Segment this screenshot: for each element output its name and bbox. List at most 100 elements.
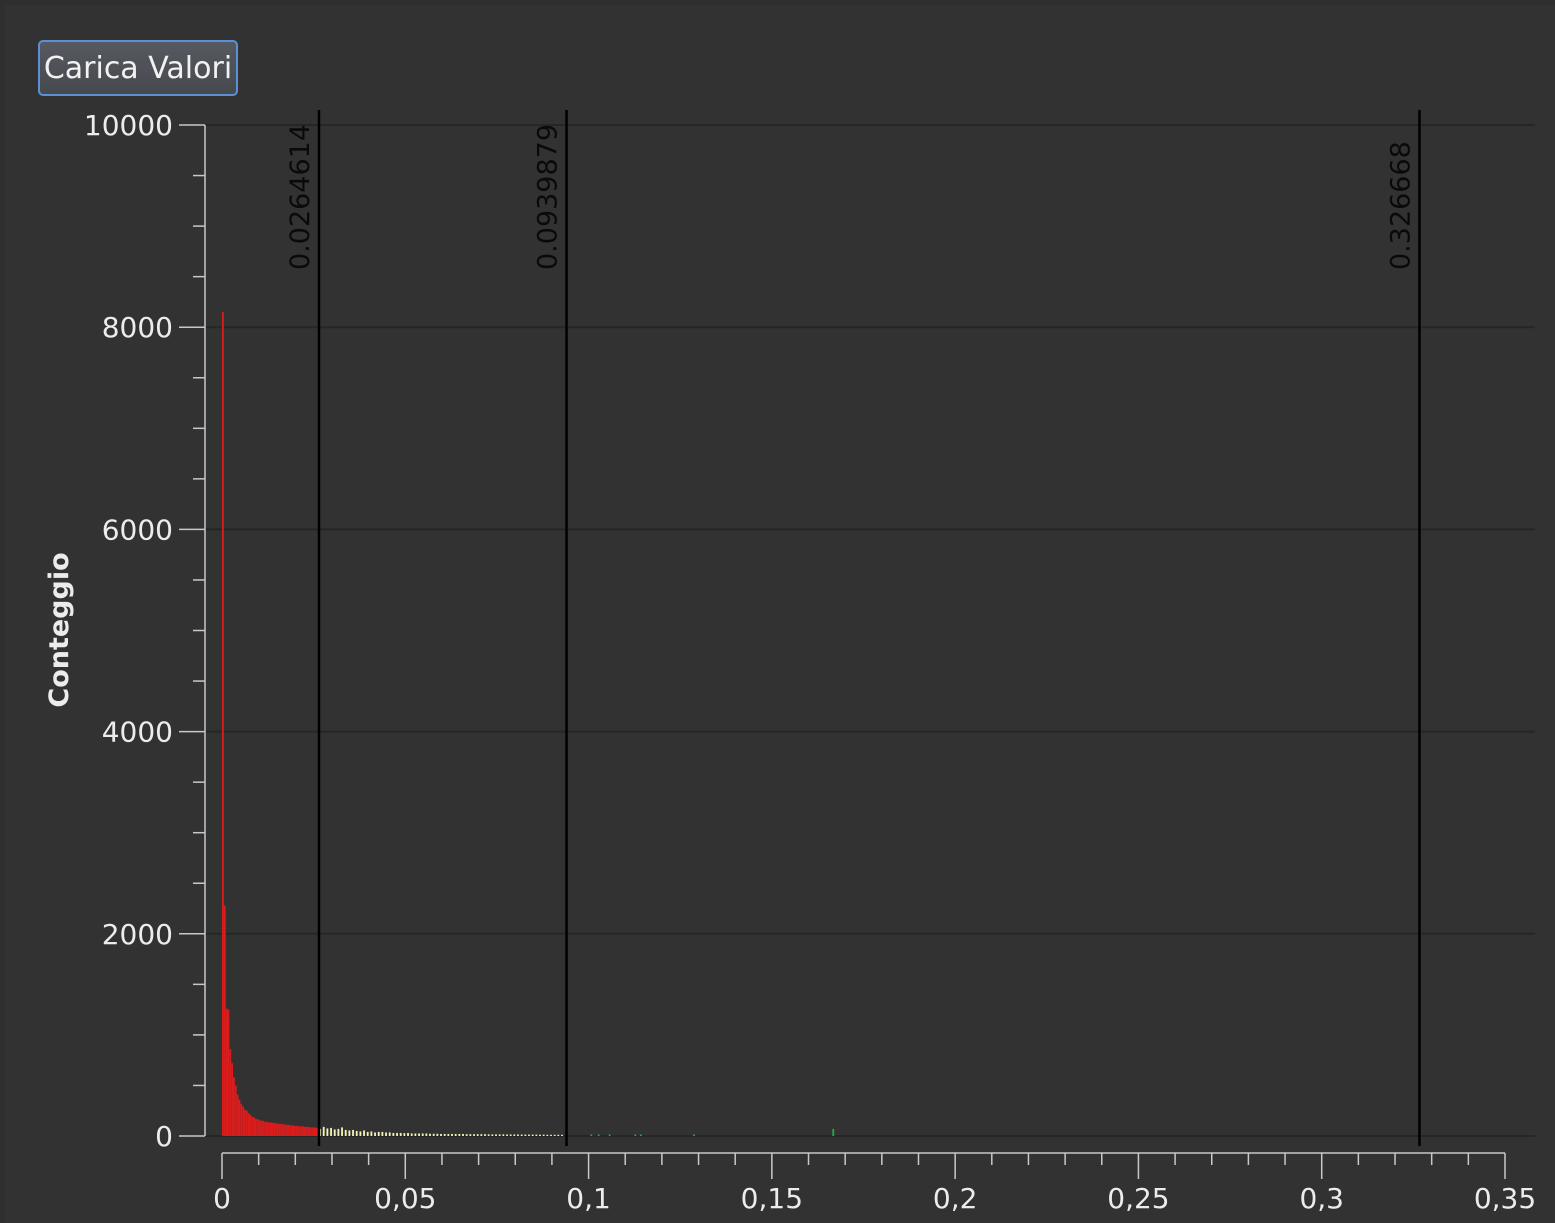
histogram-bar xyxy=(282,1124,285,1136)
x-tick-label: 0,2 xyxy=(933,1182,978,1215)
histogram-bar xyxy=(225,1008,228,1136)
histogram-bars xyxy=(222,312,835,1136)
histogram-bar xyxy=(276,1123,279,1136)
histogram-bar xyxy=(238,1099,241,1136)
histogram-bar xyxy=(509,1134,512,1136)
histogram-bar xyxy=(348,1130,351,1136)
histogram-bar xyxy=(363,1130,365,1136)
histogram-bar xyxy=(271,1122,274,1136)
histogram-bar xyxy=(344,1129,347,1136)
histogram-bar xyxy=(447,1133,450,1136)
histogram-bar xyxy=(313,1127,316,1136)
histogram-bar xyxy=(300,1126,303,1136)
y-axis-title: Conteggio xyxy=(44,552,75,707)
histogram-bar xyxy=(524,1134,527,1136)
histogram-bar xyxy=(306,1126,309,1136)
histogram-bar xyxy=(262,1120,265,1136)
threshold-label: 0.0939879 xyxy=(533,124,564,270)
histogram-bar xyxy=(832,1128,835,1136)
histogram-bar xyxy=(245,1110,248,1136)
histogram-bar xyxy=(377,1131,380,1136)
histogram-bar xyxy=(639,1134,642,1136)
histogram-bar xyxy=(487,1134,490,1136)
histogram-bar xyxy=(495,1134,497,1136)
histogram-bar xyxy=(528,1134,530,1136)
histogram-bar xyxy=(333,1129,336,1136)
histogram-bar xyxy=(322,1126,325,1136)
histogram-bar xyxy=(418,1133,420,1136)
histogram-bar xyxy=(341,1127,343,1136)
histogram-bar xyxy=(634,1134,637,1136)
load-values-button[interactable]: Carica Valori xyxy=(38,40,238,96)
x-tick-label: 0,35 xyxy=(1474,1182,1536,1215)
histogram-bar xyxy=(425,1133,428,1136)
y-tick-label: 0 xyxy=(155,1120,173,1153)
histogram-bar xyxy=(502,1134,505,1136)
histogram-bar xyxy=(454,1133,457,1136)
histogram-bar xyxy=(432,1133,435,1136)
x-tick-label: 0,1 xyxy=(566,1182,611,1215)
x-tick-label: 0,05 xyxy=(374,1182,436,1215)
histogram-bar xyxy=(269,1122,272,1136)
histogram-bar xyxy=(506,1134,508,1136)
histogram-bar xyxy=(253,1117,255,1136)
histogram-bar xyxy=(462,1133,464,1136)
histogram-bar xyxy=(476,1134,479,1136)
histogram-bar xyxy=(326,1128,329,1136)
x-tick-label: 0 xyxy=(213,1182,231,1215)
histogram-bar xyxy=(590,1134,593,1136)
histogram-bar xyxy=(352,1129,354,1136)
histogram-bar xyxy=(231,1063,233,1136)
histogram-bar xyxy=(254,1118,257,1136)
histogram-bar xyxy=(236,1094,239,1136)
histogram-bar xyxy=(265,1121,268,1136)
histogram-bar xyxy=(293,1125,296,1136)
histogram-bar xyxy=(484,1134,486,1136)
histogram-bar xyxy=(286,1124,288,1136)
histogram-bar xyxy=(302,1126,305,1136)
x-tick-label: 0,3 xyxy=(1299,1182,1344,1215)
histogram-bar xyxy=(308,1126,310,1136)
y-tick-label: 2000 xyxy=(102,918,173,951)
histogram-bar xyxy=(429,1133,431,1136)
histogram-bar xyxy=(359,1131,362,1136)
histogram-bar xyxy=(275,1123,277,1136)
histogram-bar xyxy=(546,1134,549,1136)
histogram-bar xyxy=(222,312,224,1136)
histogram-bar xyxy=(370,1131,373,1136)
histogram-bar xyxy=(414,1133,417,1136)
histogram-bar xyxy=(410,1133,413,1136)
histogram-bar xyxy=(223,905,226,1136)
histogram-bar xyxy=(315,1127,318,1136)
axes: 0 2000 4000 6000 8000 10000 0 0,05 0,1 0,15 0,2 0,2… xyxy=(84,109,1536,1215)
histogram-bar xyxy=(247,1113,250,1136)
histogram-bar xyxy=(249,1114,252,1136)
histogram-bar xyxy=(480,1134,483,1136)
histogram-bar xyxy=(267,1122,270,1136)
threshold-markers: 0.0264614 0.0939879 0.326668 xyxy=(285,110,1421,1146)
histogram-bar xyxy=(388,1132,391,1136)
histogram-bar xyxy=(473,1134,475,1136)
y-tick-label: 8000 xyxy=(102,311,173,344)
histogram-bar xyxy=(553,1134,556,1136)
histogram-bar xyxy=(242,1106,244,1136)
threshold-label: 0.326668 xyxy=(1385,141,1416,270)
histogram-bar xyxy=(381,1131,384,1136)
histogram-bar xyxy=(396,1132,398,1136)
histogram-bar xyxy=(298,1126,301,1136)
histogram-bar xyxy=(304,1126,307,1136)
histogram-bar xyxy=(366,1131,369,1136)
histogram-bar xyxy=(284,1124,287,1136)
histogram-bar xyxy=(256,1119,259,1136)
histogram-bar xyxy=(287,1124,290,1136)
histogram-bar xyxy=(280,1123,283,1136)
histogram-bar xyxy=(234,1085,237,1136)
histogram-bar xyxy=(557,1134,560,1136)
histogram-bar xyxy=(440,1133,442,1136)
x-tick-label: 0,15 xyxy=(741,1182,803,1215)
histogram-bar xyxy=(513,1134,516,1136)
histogram-bar xyxy=(309,1127,312,1136)
grid-lines xyxy=(205,124,1535,1137)
histogram-bar xyxy=(264,1121,266,1136)
